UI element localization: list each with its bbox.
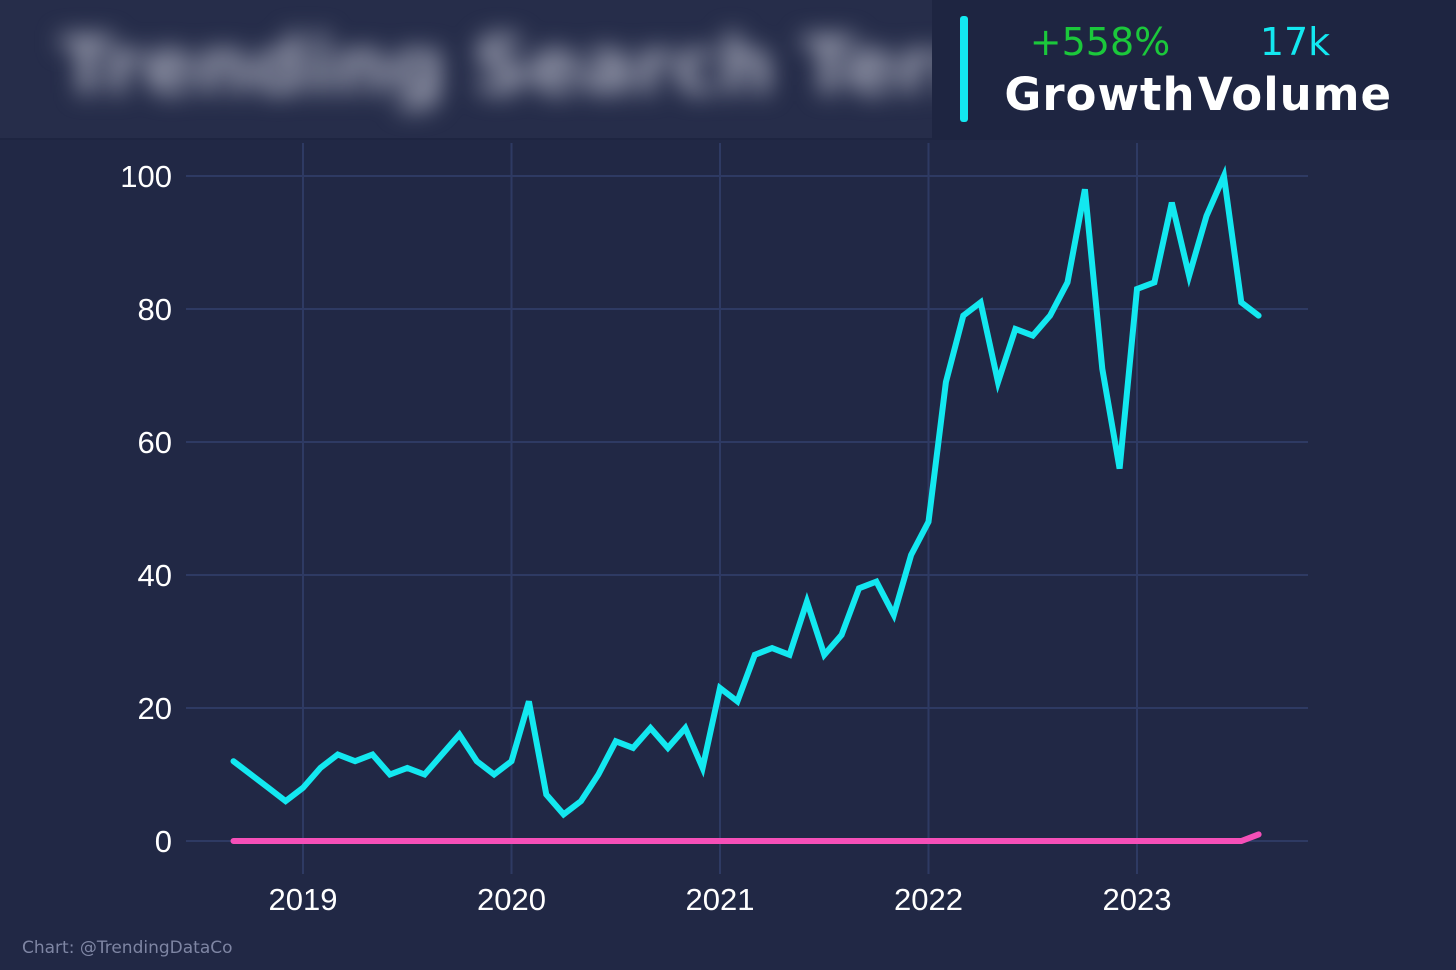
y-tick-label: 20 — [138, 691, 172, 726]
y-tick-label: 100 — [120, 159, 172, 194]
volume-value: 17k — [1259, 20, 1331, 64]
x-tick-label: 2019 — [269, 882, 338, 917]
blurred-title-area: Trending Search Term — [0, 0, 932, 138]
series-lines — [230, 165, 1262, 844]
header: Trending Search Term +558% 17k Growth Vo… — [0, 0, 1456, 140]
axis-ticks: 0 20 40 60 80 100 2019 2020 2021 2022 2023 — [120, 159, 1171, 917]
volume-label: Volume — [1197, 68, 1393, 121]
grid-lines — [186, 143, 1308, 874]
growth-label: Growth — [1004, 68, 1196, 121]
growth-value: +558% — [1029, 20, 1171, 64]
x-tick-label: 2021 — [686, 882, 755, 917]
y-tick-label: 60 — [138, 425, 172, 460]
y-tick-label: 40 — [138, 558, 172, 593]
chart-credit: Chart: @TrendingDataCo — [22, 938, 233, 958]
blurred-title: Trending Search Term — [60, 22, 932, 112]
x-tick-label: 2020 — [477, 882, 546, 917]
x-tick-label: 2023 — [1103, 882, 1172, 917]
main-series-line — [230, 165, 1262, 819]
x-tick-label: 2022 — [894, 882, 963, 917]
y-tick-label: 0 — [155, 824, 172, 859]
secondary-series-line — [230, 831, 1262, 844]
y-tick-label: 80 — [138, 292, 172, 327]
accent-bar — [960, 16, 968, 122]
